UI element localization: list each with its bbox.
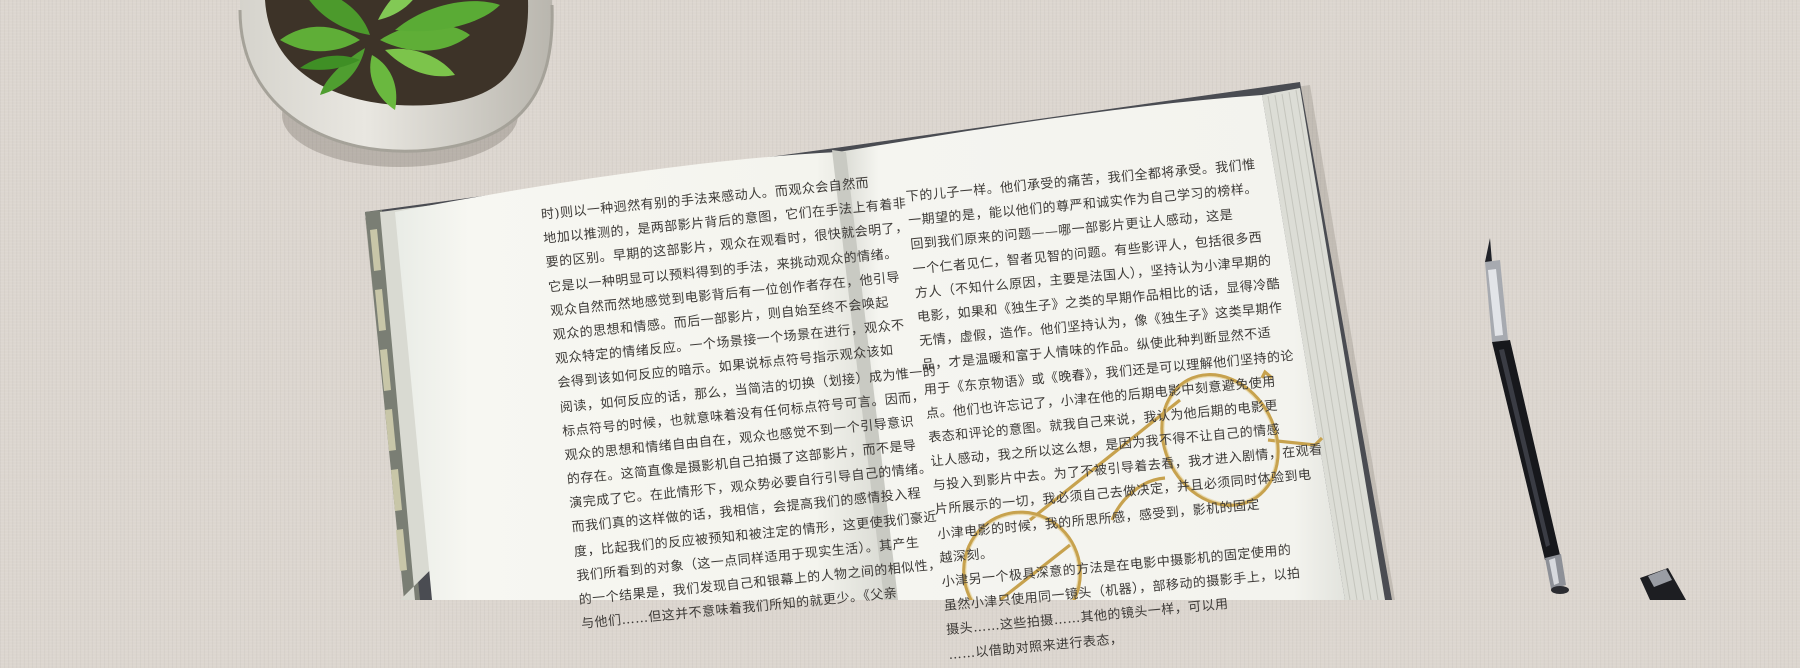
scene-graphics [238,0,1686,600]
left-page-text: 时)则以一种迥然有别的手法来感动人。而观众会自然而 地加以推测的，是两部影片背后… [540,167,959,637]
left-page [395,152,890,600]
right-page-stack [1262,88,1385,600]
book-gutter [832,150,898,600]
eyeglasses [962,369,1324,600]
right-page-text: 下的儿子一样。他们承受的痛苦，我们全都将承受。我们惟 一期望的是，能以他们的尊严… [905,150,1340,668]
right-page [838,95,1345,600]
pen-cap [1640,568,1686,600]
fountain-pen [1485,238,1569,594]
potted-succulent [238,0,554,167]
page-edge-lines [1267,89,1379,600]
photo-scene: 时)则以一种迥然有别的手法来感动人。而观众会自然而 地加以推测的，是两部影片背后… [238,0,1686,663]
